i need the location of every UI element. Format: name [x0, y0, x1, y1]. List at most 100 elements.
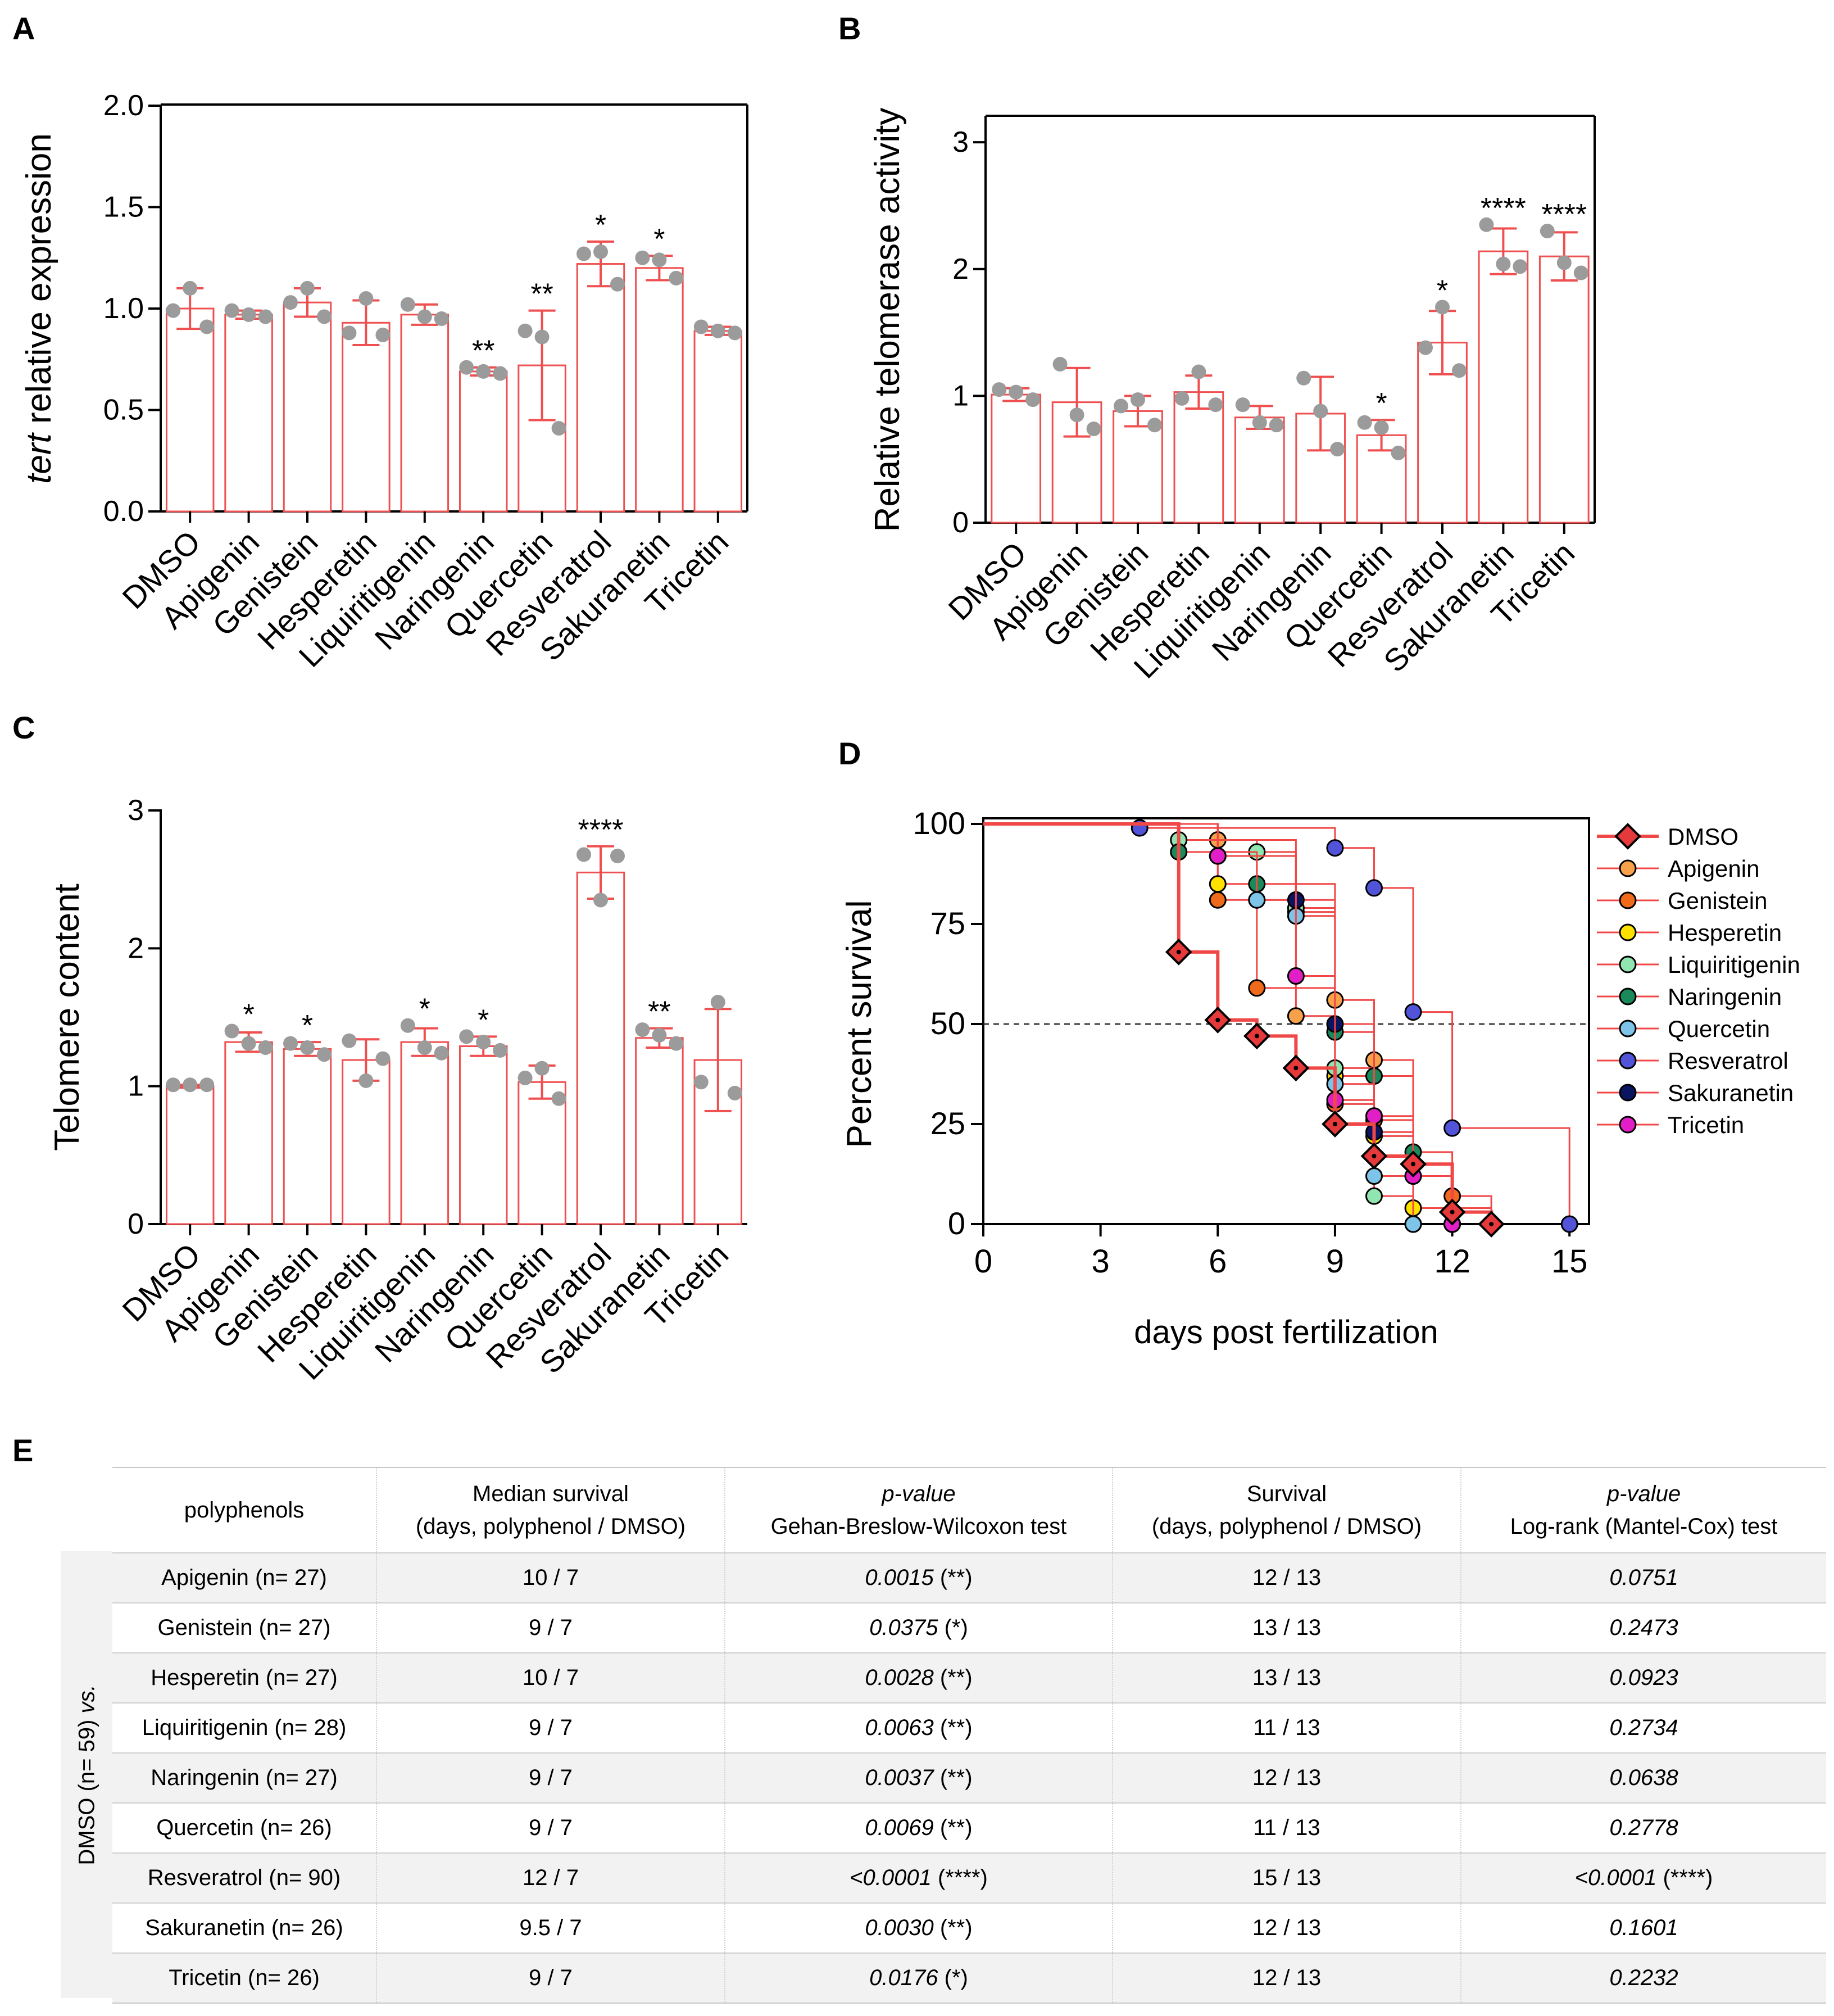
marker-circle — [1365, 1167, 1383, 1185]
chart-D: 0 25 50 75 100 0 3 6 9 12 15 days post fertilizatio… — [840, 805, 1800, 1351]
data-point — [358, 291, 374, 306]
cell-gbw-pvalue: 0.0176 (*) — [724, 1952, 1113, 2004]
data-point — [1252, 415, 1267, 430]
y-tick-label: 0 — [948, 1206, 965, 1241]
cell-lr-p: 0.2232 — [1609, 1965, 1678, 1990]
data-point — [1131, 392, 1145, 407]
legend-label: Hesperetin — [1668, 919, 1782, 946]
data-point — [551, 420, 566, 436]
legend-marker — [1619, 955, 1637, 973]
panel-letter-d: D — [838, 736, 861, 771]
cell-gbw-sig: (**) — [933, 1715, 973, 1740]
table-row: Liquiritigenin (n= 28) 9 / 7 0.0063 (**) 11… — [112, 1702, 1826, 1753]
data-point — [459, 360, 474, 375]
data-point — [317, 1047, 332, 1062]
data-point — [417, 1040, 432, 1055]
cell-survival: 11 / 13 — [1253, 1715, 1320, 1740]
cell-logrank-pvalue: 0.2232 — [1460, 1952, 1826, 2004]
y-axis-label: tert relative expression — [20, 133, 58, 484]
data-point — [183, 1077, 198, 1093]
header-survival: Survival (days, polyphenol / DMSO) — [1112, 1467, 1461, 1553]
cell-median: 9 / 7 — [376, 1702, 725, 1753]
data-point — [1114, 398, 1128, 414]
data-point — [258, 309, 273, 324]
data-point — [166, 303, 181, 318]
data-point — [1540, 224, 1555, 239]
x-tick-label: 15 — [1551, 1243, 1588, 1280]
marker-circle — [1209, 847, 1227, 865]
marker-diamond-dot — [1450, 1209, 1455, 1215]
legend-marker — [1619, 923, 1637, 941]
y-axis-label: Relative telomerase activity — [868, 108, 907, 532]
bar — [693, 330, 743, 513]
cell-logrank-pvalue: 0.2778 — [1460, 1802, 1826, 1853]
data-point — [1374, 420, 1389, 435]
legend-marker — [1619, 1052, 1637, 1070]
cell-gbw-p: 0.0030 — [865, 1915, 934, 1940]
marker-circle — [1365, 879, 1383, 897]
data-point — [992, 382, 1007, 397]
data-point — [224, 1023, 239, 1039]
data-point — [300, 280, 315, 296]
cell-lr-sig: (****) — [1656, 1865, 1713, 1890]
x-tick-label: 0 — [974, 1243, 992, 1280]
y-tick-label: 0.5 — [103, 394, 144, 427]
data-point — [1069, 407, 1084, 423]
y-tick-label: 2 — [128, 932, 144, 964]
cell-polyphenol: Resveratrol (n= 90) — [112, 1852, 376, 1903]
cell-median: 9 / 7 — [529, 1615, 573, 1640]
cell-gbw-p: 0.0176 — [869, 1965, 938, 1990]
significance-label: ** — [472, 335, 494, 368]
legend-marker — [1614, 823, 1641, 850]
data-point — [1556, 255, 1572, 270]
cell-survival: 12 / 13 — [1252, 1765, 1322, 1790]
bar — [576, 871, 625, 1225]
data-point — [517, 1070, 533, 1085]
data-point — [669, 270, 684, 286]
data-point — [727, 1085, 742, 1100]
legend-label: Resveratrol — [1668, 1048, 1788, 1074]
y-tick-label: 1.0 — [103, 292, 144, 325]
data-point — [342, 1033, 357, 1048]
data-point — [652, 252, 667, 268]
y-tick-label: 3 — [128, 794, 144, 827]
cell-survival: 13 / 13 — [1112, 1602, 1461, 1653]
cell-survival: 12 / 13 — [1112, 1552, 1461, 1603]
data-point — [610, 848, 625, 863]
legend-marker — [1619, 1084, 1637, 1102]
bar — [400, 314, 450, 513]
bar — [635, 267, 684, 513]
cell-median: 9.5 / 7 — [519, 1915, 582, 1940]
data-point — [1296, 370, 1311, 386]
data-point — [534, 1061, 550, 1076]
bar — [283, 1048, 332, 1225]
data-point — [493, 366, 508, 381]
marker-circle — [1209, 891, 1227, 909]
data-point — [1147, 418, 1162, 433]
cell-gbw-pvalue: 0.0063 (**) — [724, 1702, 1113, 1753]
legend-label: Naringenin — [1668, 984, 1782, 1010]
marker-diamond-dot — [1176, 949, 1181, 954]
x-tick-label: 3 — [1092, 1243, 1110, 1280]
cell-lr-p: 0.2473 — [1609, 1615, 1678, 1640]
legend-marker — [1619, 1116, 1637, 1134]
significance-label: **** — [578, 814, 624, 846]
cell-gbw-pvalue: 0.0015 (**) — [724, 1552, 1113, 1603]
data-point — [693, 319, 709, 334]
cell-lr-p: 0.2734 — [1609, 1715, 1678, 1740]
cell-gbw-p: 0.0375 — [869, 1615, 938, 1640]
cell-gbw-p: <0.0001 — [850, 1865, 932, 1890]
data-point — [1208, 397, 1223, 413]
cell-lr-p: 0.0751 — [1609, 1565, 1678, 1590]
y-axis-label-rest: relative expression — [20, 133, 58, 433]
legend-label: Tricetin — [1668, 1112, 1744, 1138]
cell-lr-p: 0.1601 — [1609, 1915, 1678, 1940]
cell-median: 9 / 7 — [376, 1752, 725, 1803]
x-tick-label: 9 — [1326, 1243, 1344, 1280]
data-point — [727, 325, 742, 341]
data-point — [1269, 418, 1284, 433]
data-point — [493, 1043, 508, 1058]
cell-median: 12 / 7 — [376, 1852, 725, 1903]
